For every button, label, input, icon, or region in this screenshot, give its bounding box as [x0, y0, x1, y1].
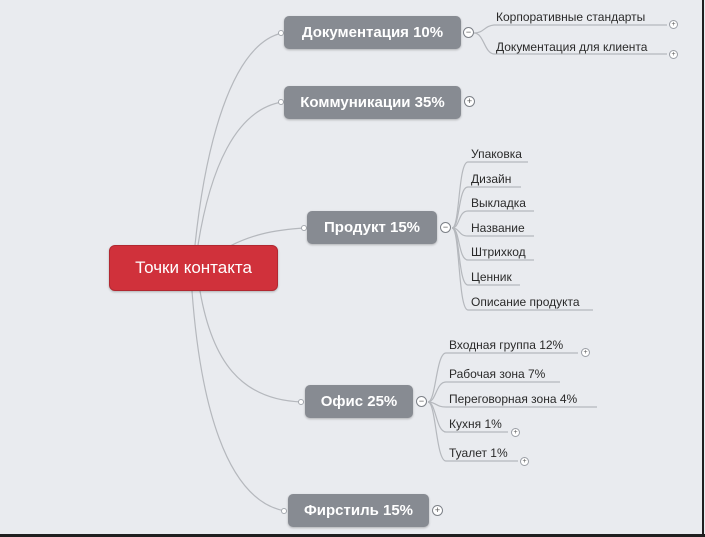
central-topic[interactable]: Точки контакта: [109, 245, 278, 291]
frame-edge-bottom: [0, 534, 705, 537]
plus-circle-icon[interactable]: +: [432, 505, 443, 516]
link-doc-2: [473, 32, 667, 55]
plus-circle-icon[interactable]: +: [669, 20, 678, 29]
leaf-display[interactable]: Выкладка: [471, 196, 526, 210]
leaf-design[interactable]: Дизайн: [471, 172, 512, 186]
branch-documentation[interactable]: Документация 10%: [284, 16, 461, 49]
link-office-1: [427, 352, 578, 403]
leaf-name[interactable]: Название: [471, 221, 525, 235]
central-topic-label: Точки контакта: [135, 258, 252, 277]
endpoint-office: [298, 399, 304, 405]
plus-circle-icon[interactable]: +: [581, 348, 590, 357]
link-communication: [197, 101, 283, 246]
plus-circle-icon[interactable]: +: [464, 96, 475, 107]
branch-office[interactable]: Офис 25%: [305, 385, 413, 418]
leaf-client-docs[interactable]: Документация для клиента: [496, 40, 648, 54]
link-product: [229, 227, 306, 247]
link-prod-3: [451, 210, 534, 229]
leaf-product-description[interactable]: Описание продукта: [471, 295, 580, 309]
link-doc-1: [473, 24, 667, 34]
branch-label: Продукт 15%: [324, 219, 420, 236]
leaf-work-area[interactable]: Рабочая зона 7%: [449, 367, 546, 381]
endpoint-product: [301, 225, 307, 231]
minus-circle-icon[interactable]: −: [440, 222, 451, 233]
leaf-price-tag[interactable]: Ценник: [471, 270, 512, 284]
leaf-entrance-group[interactable]: Входная группа 12%: [449, 338, 564, 352]
leaf-packaging[interactable]: Упаковка: [471, 147, 522, 161]
minus-circle-icon[interactable]: −: [463, 27, 474, 38]
leaf-barcode[interactable]: Штрихкод: [471, 245, 526, 259]
branch-label: Офис 25%: [320, 393, 398, 410]
link-documentation: [194, 32, 283, 246]
link-office-5: [427, 401, 518, 462]
branch-communication[interactable]: Коммуникации 35%: [284, 86, 461, 119]
link-office: [199, 290, 303, 403]
leaf-toilet[interactable]: Туалет 1%: [449, 446, 508, 460]
branch-product[interactable]: Продукт 15%: [307, 211, 437, 244]
minus-circle-icon[interactable]: −: [416, 396, 427, 407]
leaf-corporate-standards[interactable]: Корпоративные стандарты: [496, 10, 646, 24]
frame-edge-right: [702, 0, 704, 537]
branch-label: Документация 10%: [301, 24, 444, 41]
link-prod-7: [451, 227, 593, 311]
endpoint-firmstyle: [281, 508, 287, 514]
branch-label: Фирстиль 15%: [303, 502, 414, 519]
plus-circle-icon[interactable]: +: [669, 50, 678, 59]
plus-circle-icon[interactable]: +: [520, 457, 529, 466]
leaf-kitchen[interactable]: Кухня 1%: [449, 417, 502, 431]
leaf-meeting-area[interactable]: Переговорная зона 4%: [449, 392, 578, 406]
link-prod-2: [451, 186, 521, 229]
endpoint-documentation: [278, 30, 284, 36]
branch-label: Коммуникации 35%: [300, 94, 445, 111]
endpoint-communication: [278, 99, 284, 105]
plus-circle-icon[interactable]: +: [511, 428, 520, 437]
link-firmstyle: [191, 290, 286, 512]
link-office-2: [427, 381, 560, 403]
branch-firmstyle[interactable]: Фирстиль 15%: [288, 494, 429, 527]
